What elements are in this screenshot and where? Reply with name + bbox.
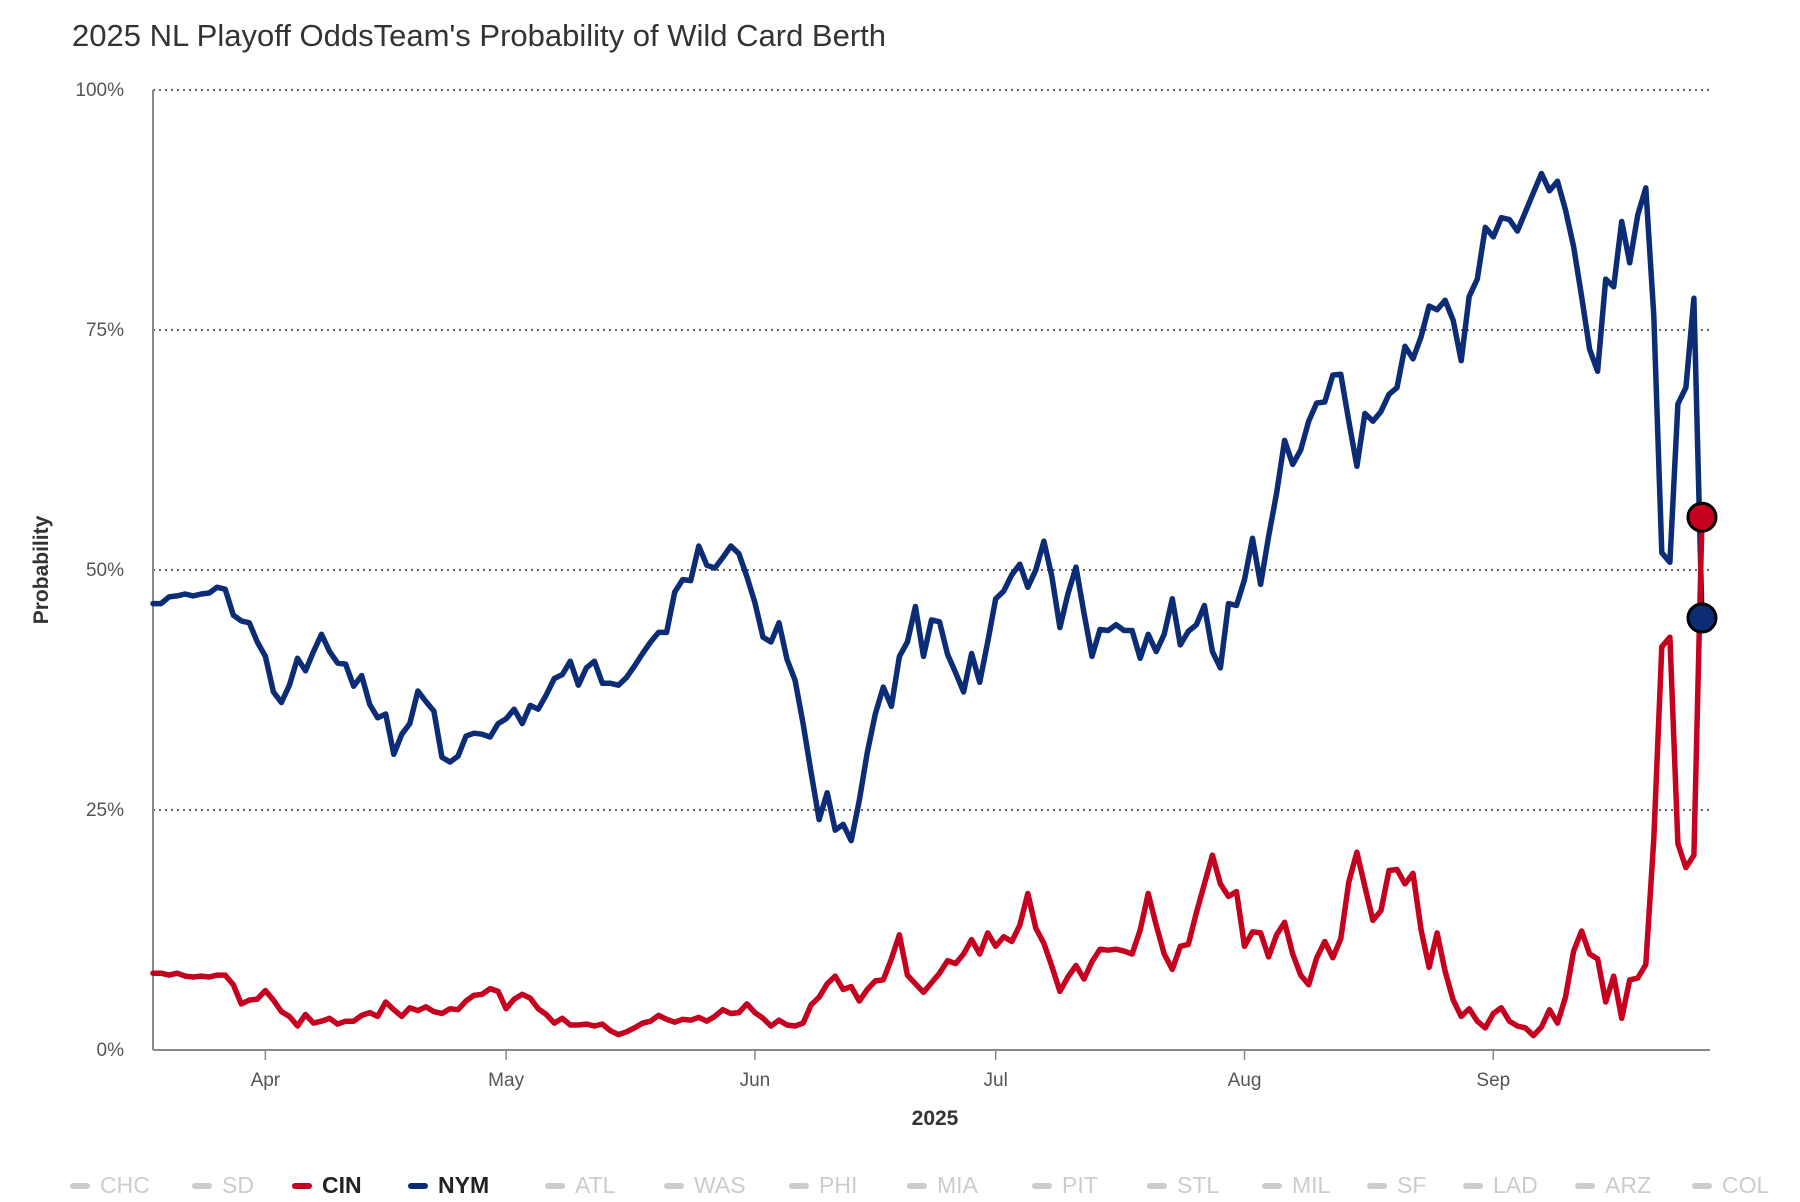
x-tick-label: Aug: [1228, 1070, 1262, 1091]
y-axis-title: Probability: [30, 515, 53, 624]
legend-swatch: [1032, 1182, 1052, 1189]
legend-item-mia[interactable]: MIA: [907, 1172, 978, 1199]
legend-swatch: [192, 1182, 212, 1189]
x-tick-label: Jun: [740, 1070, 771, 1091]
legend-item-sf[interactable]: SF: [1367, 1172, 1426, 1199]
legend: CHC SD CIN NYM ATL WAS PHI MIA PIT STL MIL SF LAD ARZ…: [70, 1172, 1770, 1202]
legend-item-phi[interactable]: PHI: [789, 1172, 857, 1199]
legend-label: ARZ: [1605, 1172, 1651, 1198]
legend-swatch: [545, 1182, 565, 1189]
legend-item-mil[interactable]: MIL: [1262, 1172, 1330, 1199]
legend-label: ATL: [575, 1172, 616, 1198]
y-tick-label: 50%: [86, 560, 124, 581]
line-chart: 0% 25% 50% 75% 100% Apr May Jun Jul Aug Sep 2025 P…: [30, 80, 1718, 1130]
legend-swatch: [1463, 1182, 1483, 1189]
legend-swatch: [1575, 1182, 1595, 1189]
legend-item-atl[interactable]: ATL: [545, 1172, 615, 1199]
legend-label: COL: [1722, 1172, 1770, 1198]
legend-item-sd[interactable]: SD: [192, 1172, 254, 1199]
legend-swatch: [1262, 1182, 1282, 1189]
legend-label: STL: [1177, 1172, 1220, 1198]
legend-item-stl[interactable]: STL: [1147, 1172, 1219, 1199]
legend-swatch: [664, 1182, 684, 1189]
legend-swatch: [907, 1182, 927, 1189]
legend-item-was[interactable]: WAS: [664, 1172, 746, 1199]
legend-label: MIA: [937, 1172, 978, 1198]
legend-item-col[interactable]: COL: [1692, 1172, 1769, 1199]
x-tick-label: Sep: [1476, 1070, 1510, 1091]
series-lines: [150, 170, 1705, 1039]
series-endpoints: [1686, 501, 1718, 634]
legend-item-pit[interactable]: PIT: [1032, 1172, 1098, 1199]
legend-label: NYM: [438, 1172, 490, 1198]
x-tick-label: Apr: [251, 1070, 281, 1091]
series-line-cin[interactable]: [150, 514, 1705, 1039]
legend-label: LAD: [1493, 1172, 1538, 1198]
legend-label: SD: [222, 1172, 254, 1198]
legend-label: CHC: [100, 1172, 150, 1198]
y-tick-label: 75%: [86, 320, 124, 341]
legend-item-arz[interactable]: ARZ: [1575, 1172, 1651, 1199]
legend-swatch: [1367, 1182, 1387, 1189]
legend-label: SF: [1397, 1172, 1427, 1198]
legend-label: MIL: [1292, 1172, 1331, 1198]
legend-swatch: [1147, 1182, 1167, 1189]
legend-swatch: [408, 1182, 428, 1189]
legend-item-nym[interactable]: NYM: [408, 1172, 489, 1199]
axes: 0% 25% 50% 75% 100% Apr May Jun Jul Aug Sep: [75, 80, 1710, 1091]
endpoint-marker-cin[interactable]: [1686, 501, 1718, 533]
series-line-nym[interactable]: [150, 170, 1705, 844]
legend-item-cin[interactable]: CIN: [292, 1172, 362, 1199]
legend-item-chc[interactable]: CHC: [70, 1172, 150, 1199]
y-tick-label: 25%: [86, 800, 124, 821]
y-tick-label: 100%: [75, 80, 124, 101]
legend-swatch: [789, 1182, 809, 1189]
chart-title: 2025 NL Playoff OddsTeam's Probability o…: [72, 18, 887, 53]
x-tick-label: Jul: [984, 1070, 1008, 1091]
endpoint-marker-nym[interactable]: [1686, 602, 1718, 634]
legend-item-lad[interactable]: LAD: [1463, 1172, 1538, 1199]
legend-swatch: [292, 1182, 312, 1189]
legend-label: PHI: [819, 1172, 858, 1198]
legend-label: PIT: [1062, 1172, 1098, 1198]
legend-label: CIN: [322, 1172, 362, 1198]
y-tick-label: 0%: [97, 1040, 125, 1061]
x-axis-title: 2025: [912, 1107, 959, 1130]
legend-label: WAS: [694, 1172, 746, 1198]
legend-swatch: [70, 1182, 90, 1189]
legend-swatch: [1692, 1182, 1712, 1189]
grid-lines: [153, 89, 1710, 811]
x-tick-label: May: [488, 1070, 524, 1091]
